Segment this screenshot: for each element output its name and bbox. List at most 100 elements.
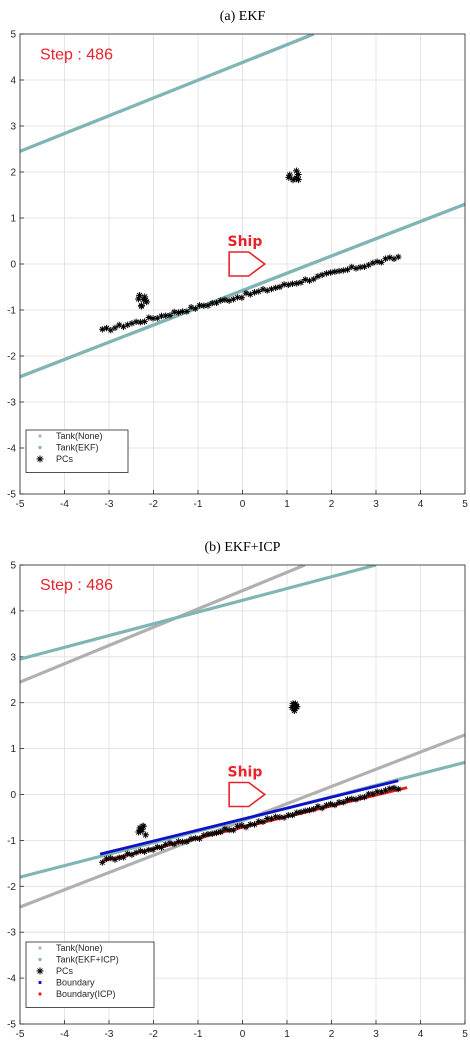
pc-point	[361, 263, 368, 270]
pc-point	[386, 254, 393, 261]
pc-point	[302, 276, 309, 283]
pc-point	[340, 799, 347, 806]
series-line-tank-ekf-	[20, 202, 465, 379]
ship-label: Ship	[228, 234, 263, 250]
series-line-tank-ekf-icp-	[20, 565, 377, 661]
pc-point	[259, 818, 267, 825]
pc-point	[297, 279, 305, 286]
ship-label: Ship	[228, 765, 263, 781]
pc-point	[361, 793, 368, 801]
pc-point	[139, 822, 147, 830]
pc-point	[276, 813, 284, 821]
pc-point	[140, 296, 148, 303]
pc-point	[225, 826, 233, 834]
pc-point	[344, 266, 351, 273]
pc-point	[217, 297, 224, 304]
pc-point	[141, 848, 148, 855]
pc-point	[369, 790, 377, 797]
legend-swatch	[36, 967, 44, 975]
pc-point	[230, 827, 237, 834]
pc-point	[124, 850, 131, 857]
pc-point	[352, 796, 360, 803]
pc-point	[302, 807, 309, 814]
pc-point	[327, 800, 334, 808]
pc-point	[149, 846, 157, 853]
pc-point	[162, 841, 169, 848]
y-tick-label: -1	[7, 836, 16, 847]
legend-swatch	[38, 980, 42, 985]
pc-point	[107, 326, 114, 334]
pc-point	[124, 321, 131, 329]
legend-box	[25, 941, 155, 1008]
legend-box	[25, 429, 129, 473]
pc-point	[247, 291, 254, 298]
pc-point	[280, 814, 288, 821]
pc-point	[141, 318, 148, 325]
pc-point	[135, 828, 143, 836]
pc-point	[142, 831, 150, 839]
chart-title: (a) EKF	[220, 9, 266, 24]
pc-point	[251, 821, 258, 828]
pc-point	[314, 803, 322, 810]
pc-point	[276, 283, 284, 291]
pc-point	[136, 824, 144, 832]
pc-point	[335, 267, 343, 275]
series-line-tank-none-	[20, 565, 306, 684]
x-tick-label: -1	[194, 499, 203, 510]
x-tick-label: 1	[284, 499, 290, 510]
chart-panel-a: (a) EKF -5 -4 -3 -2 -1 0 1 2 3 4 5 -5 -4 -3 -2 -1 0 1 2 3 4 5 S…	[7, 9, 468, 510]
pc-point	[145, 314, 153, 321]
pc-point	[200, 832, 207, 839]
pc-point	[306, 277, 313, 284]
ship-marker-icon	[228, 251, 267, 277]
pc-point	[128, 851, 136, 858]
pc-point	[158, 844, 165, 851]
y-tick-label: 0	[10, 260, 16, 271]
axes-box	[19, 33, 466, 495]
pc-point	[120, 854, 127, 861]
pc-point	[365, 261, 372, 269]
pc-point	[116, 321, 123, 329]
pc-point	[179, 308, 186, 315]
pc-point	[386, 785, 393, 792]
pc-point	[141, 293, 149, 301]
pc-point	[289, 176, 297, 184]
pc-point	[255, 818, 262, 825]
x-tick-label: -4	[60, 499, 69, 510]
y-tick-label: -2	[7, 882, 16, 893]
y-tick-label: 3	[10, 122, 16, 133]
pc-point	[213, 829, 220, 837]
x-tick-label: 5	[462, 499, 468, 510]
legend-label: PCs	[56, 966, 74, 976]
pc-point	[192, 305, 199, 312]
pc-point	[204, 830, 212, 838]
pc-point	[111, 324, 119, 332]
pc-point	[294, 171, 302, 178]
pc-point	[306, 806, 313, 814]
legend-label: Tank(None)	[56, 431, 103, 441]
y-tick-label: -1	[7, 306, 16, 317]
x-tick-label: -5	[16, 499, 25, 510]
pc-point	[128, 320, 136, 327]
pc-point	[369, 259, 377, 267]
y-tick-label: -3	[7, 928, 16, 939]
pc-point	[200, 302, 207, 309]
pc-point	[111, 856, 119, 863]
y-tick-label: 5	[10, 30, 16, 41]
x-tick-label: -3	[105, 499, 114, 510]
legend-swatch	[38, 434, 42, 438]
pc-point	[268, 285, 275, 293]
pc-point	[166, 839, 174, 847]
pc-point	[149, 315, 157, 322]
x-tick-label: 4	[418, 1029, 424, 1040]
y-tick-label: 5	[10, 561, 16, 572]
y-tick-label: 2	[10, 168, 16, 179]
x-tick-label: 0	[240, 499, 246, 510]
y-tick-label: 1	[10, 744, 16, 755]
pc-point	[286, 171, 294, 179]
pc-point	[99, 326, 106, 333]
legend-swatch	[38, 445, 42, 450]
pc-point	[292, 700, 299, 708]
x-tick-label: 3	[373, 499, 379, 510]
